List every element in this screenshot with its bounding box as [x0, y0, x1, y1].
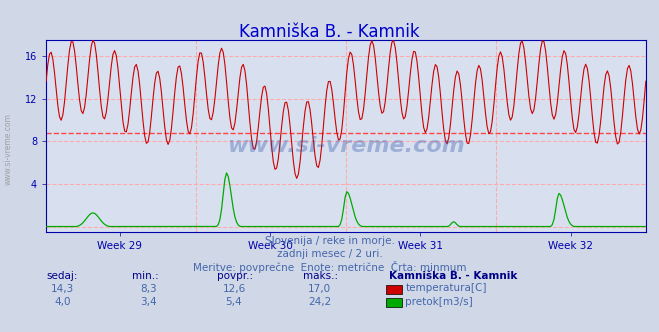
Text: pretok[m3/s]: pretok[m3/s] — [405, 297, 473, 307]
Text: min.:: min.: — [132, 271, 159, 281]
Text: 24,2: 24,2 — [308, 297, 331, 307]
Text: 3,4: 3,4 — [140, 297, 157, 307]
Text: temperatura[C]: temperatura[C] — [405, 284, 487, 293]
Text: sedaj:: sedaj: — [46, 271, 78, 281]
Text: Kamniška B. - Kamnik: Kamniška B. - Kamnik — [389, 271, 517, 281]
Text: 4,0: 4,0 — [54, 297, 71, 307]
Text: zadnji mesec / 2 uri.: zadnji mesec / 2 uri. — [277, 249, 382, 259]
Text: 14,3: 14,3 — [51, 284, 74, 294]
Text: 8,3: 8,3 — [140, 284, 157, 294]
Text: maks.:: maks.: — [303, 271, 338, 281]
Text: Kamniška B. - Kamnik: Kamniška B. - Kamnik — [239, 23, 420, 41]
Text: 17,0: 17,0 — [308, 284, 331, 294]
Text: povpr.:: povpr.: — [217, 271, 254, 281]
Text: Meritve: povprečne  Enote: metrične  Črta: minmum: Meritve: povprečne Enote: metrične Črta:… — [192, 261, 467, 273]
Text: www.si-vreme.com: www.si-vreme.com — [3, 114, 13, 185]
Text: 5,4: 5,4 — [225, 297, 243, 307]
Text: www.si-vreme.com: www.si-vreme.com — [227, 136, 465, 156]
Text: Slovenija / reke in morje.: Slovenija / reke in morje. — [264, 236, 395, 246]
Text: 12,6: 12,6 — [222, 284, 246, 294]
